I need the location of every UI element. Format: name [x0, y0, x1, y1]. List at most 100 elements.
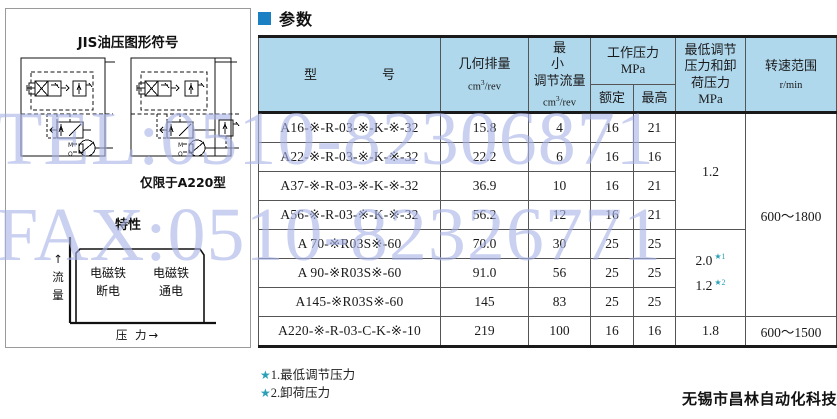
footnote-1-text: 1.最低调节压力	[270, 368, 356, 382]
cell-max: 21	[632, 200, 677, 231]
star-icon: ★	[260, 368, 271, 382]
th-min-adjust-line3: 荷压力	[691, 74, 731, 90]
cell-max: 21	[632, 171, 677, 202]
table-row: A220-※-R-03-C-K-※-10 219 100 16 16 1.8 6…	[258, 316, 837, 349]
th-min-flow: 最 小 调节流量 cm3/rev	[528, 34, 600, 114]
th-rated: 额定	[590, 84, 634, 114]
cell-model: A220-※-R-03-C-K-※-10	[258, 316, 441, 349]
svg-text:M: M	[68, 142, 73, 149]
cell-max: 25	[632, 287, 677, 318]
cell-displacement: 145	[440, 287, 529, 318]
hydraulic-symbol-a220-icon: M O	[130, 57, 240, 158]
table-row: A145-※R03S※-60 145 83 25 25	[258, 287, 837, 318]
th-speed-range-unit: r/min	[779, 79, 803, 91]
cell-rated: 16	[590, 316, 634, 349]
th-displacement-unit: cm3/rev	[468, 77, 501, 93]
cell-model: A56-※-R-03-※-K-※-32	[258, 200, 441, 231]
cell-min-flow: 4	[528, 111, 591, 144]
company-name: 无锡市昌林自动化科技	[681, 390, 837, 408]
section-bullet-icon	[258, 11, 271, 25]
parameters-panel: 参数 型 号 几何排量 cm3/rev 最 小 调	[258, 0, 837, 419]
th-speed-range: 转速范围 r/min	[745, 34, 837, 114]
th-min-adjust-line2: 压力和卸	[684, 58, 737, 74]
th-min-adjust-line1: 最低调节	[684, 42, 737, 58]
cell-displacement: 15.8	[440, 111, 529, 144]
cell-rated: 16	[590, 142, 634, 173]
th-working-pressure: 工作压力 MPa	[589, 34, 677, 86]
cell-displacement: 70.0	[440, 229, 529, 260]
svg-text:量: 量	[52, 288, 64, 302]
svg-text:O: O	[68, 151, 73, 158]
cell-min-flow: 83	[528, 287, 591, 318]
specification-table: 型 号 几何排量 cm3/rev 最 小 调节流量 cm3/rev 工作压力 M…	[258, 34, 837, 349]
characteristic-title: 特性	[114, 218, 141, 233]
footnote-ref-1-icon: ★1	[714, 252, 726, 262]
cell-rated: 16	[590, 200, 634, 231]
svg-text:流: 流	[52, 270, 64, 284]
footnote-2: ★2.卸荷压力	[260, 384, 355, 402]
cell-displacement: 56.2	[440, 200, 529, 231]
svg-text:M: M	[178, 142, 183, 149]
svg-text:通电: 通电	[159, 284, 183, 298]
cell-displacement: 91.0	[440, 258, 529, 289]
table-row: A22-※-R-03-※-K-※-32 22.2 6 16 16	[258, 142, 837, 173]
svg-text:断电: 断电	[96, 283, 120, 298]
th-min-adjust-pressure: 最低调节 压力和卸 荷压力 MPa	[675, 34, 747, 114]
cell-min-adjust-last: 1.8	[675, 316, 747, 349]
min-adjust-value-1: 2.0	[695, 252, 713, 268]
hydraulic-symbol-standard-icon: M O	[20, 57, 115, 158]
cell-max: 25	[632, 258, 677, 289]
page-title: 参数	[279, 10, 314, 29]
svg-text:电磁铁: 电磁铁	[153, 265, 189, 280]
cell-displacement: 219	[440, 316, 529, 349]
table-body: A16-※-R-03-※-K-※-32 15.8 4 16 21 1.2 600…	[258, 111, 837, 349]
cell-rated: 25	[590, 287, 634, 318]
footnote-2-text: 2.卸荷压力	[270, 386, 331, 401]
svg-text:电磁铁: 电磁铁	[90, 265, 126, 280]
cell-model: A37-※-R-03-※-K-※-32	[258, 171, 441, 202]
table-row: A 90-※R03S※-60 91.0 56 25 25	[258, 258, 837, 289]
cell-max: 16	[632, 316, 677, 349]
cell-max: 21	[632, 111, 677, 144]
th-model: 型 号	[258, 34, 441, 114]
cell-speed-last: 600～1500	[745, 316, 837, 349]
cell-min-flow: 10	[528, 171, 591, 202]
hydraulic-symbol-group: M O	[11, 52, 245, 170]
svg-text:压 力→: 压 力→	[116, 328, 160, 342]
th-working-pressure-line1: 工作压力	[607, 44, 660, 60]
cell-min-adjust-group1: 1.2	[675, 111, 747, 231]
cell-min-flow: 12	[528, 200, 591, 231]
cell-rated: 16	[590, 171, 634, 202]
cell-model: A 70-※R03S※-60	[258, 229, 441, 260]
cell-model: A145-※R03S※-60	[258, 287, 441, 318]
th-min-flow-unit: cm3/rev	[543, 93, 576, 109]
th-min-adjust-line4: MPa	[698, 90, 723, 106]
footnote-ref-2-icon: ★2	[714, 277, 726, 287]
cell-rated: 16	[590, 111, 634, 144]
a220-only-label: 仅限于A220型	[140, 175, 226, 190]
cell-min-flow: 30	[528, 229, 591, 260]
cell-min-flow: 56	[528, 258, 591, 289]
cell-displacement: 36.9	[440, 171, 529, 202]
cell-rated: 25	[590, 229, 634, 260]
footnote-1: ★1.最低调节压力	[260, 366, 355, 384]
table-head: 型 号 几何排量 cm3/rev 最 小 调节流量 cm3/rev 工作压力 M…	[258, 34, 837, 114]
characteristic-curve-chart: ↑ 流 量 电磁铁 断电 电磁铁 通电 压 力→	[52, 237, 216, 342]
svg-text:↑: ↑	[53, 252, 63, 266]
cell-min-flow: 100	[528, 316, 591, 349]
table-row: A16-※-R-03-※-K-※-32 15.8 4 16 21 1.2 600…	[258, 111, 837, 318]
cell-displacement: 22.2	[440, 142, 529, 173]
cell-min-adjust-group2: 2.0 ★1 1.2 ★2	[675, 229, 747, 318]
cell-min-flow: 6	[528, 142, 591, 173]
footnotes-block: ★1.最低调节压力 ★2.卸荷压力	[260, 366, 355, 403]
table-row: A37-※-R-03-※-K-※-32 36.9 10 16 21	[258, 171, 837, 202]
th-displacement: 几何排量 cm3/rev	[440, 34, 529, 114]
jis-symbol-title: JIS油压图形符号	[77, 35, 179, 51]
table-row: A56-※-R-03-※-K-※-32 56.2 12 16 21	[258, 200, 837, 231]
th-displacement-label: 几何排量	[458, 56, 511, 72]
diagram-panel: JIS油压图形符号	[5, 8, 251, 348]
cell-model: A16-※-R-03-※-K-※-32	[258, 111, 441, 144]
th-working-pressure-line2: MPa	[620, 61, 646, 77]
cell-max: 25	[632, 229, 677, 260]
parameters-heading: 参数	[258, 6, 313, 30]
